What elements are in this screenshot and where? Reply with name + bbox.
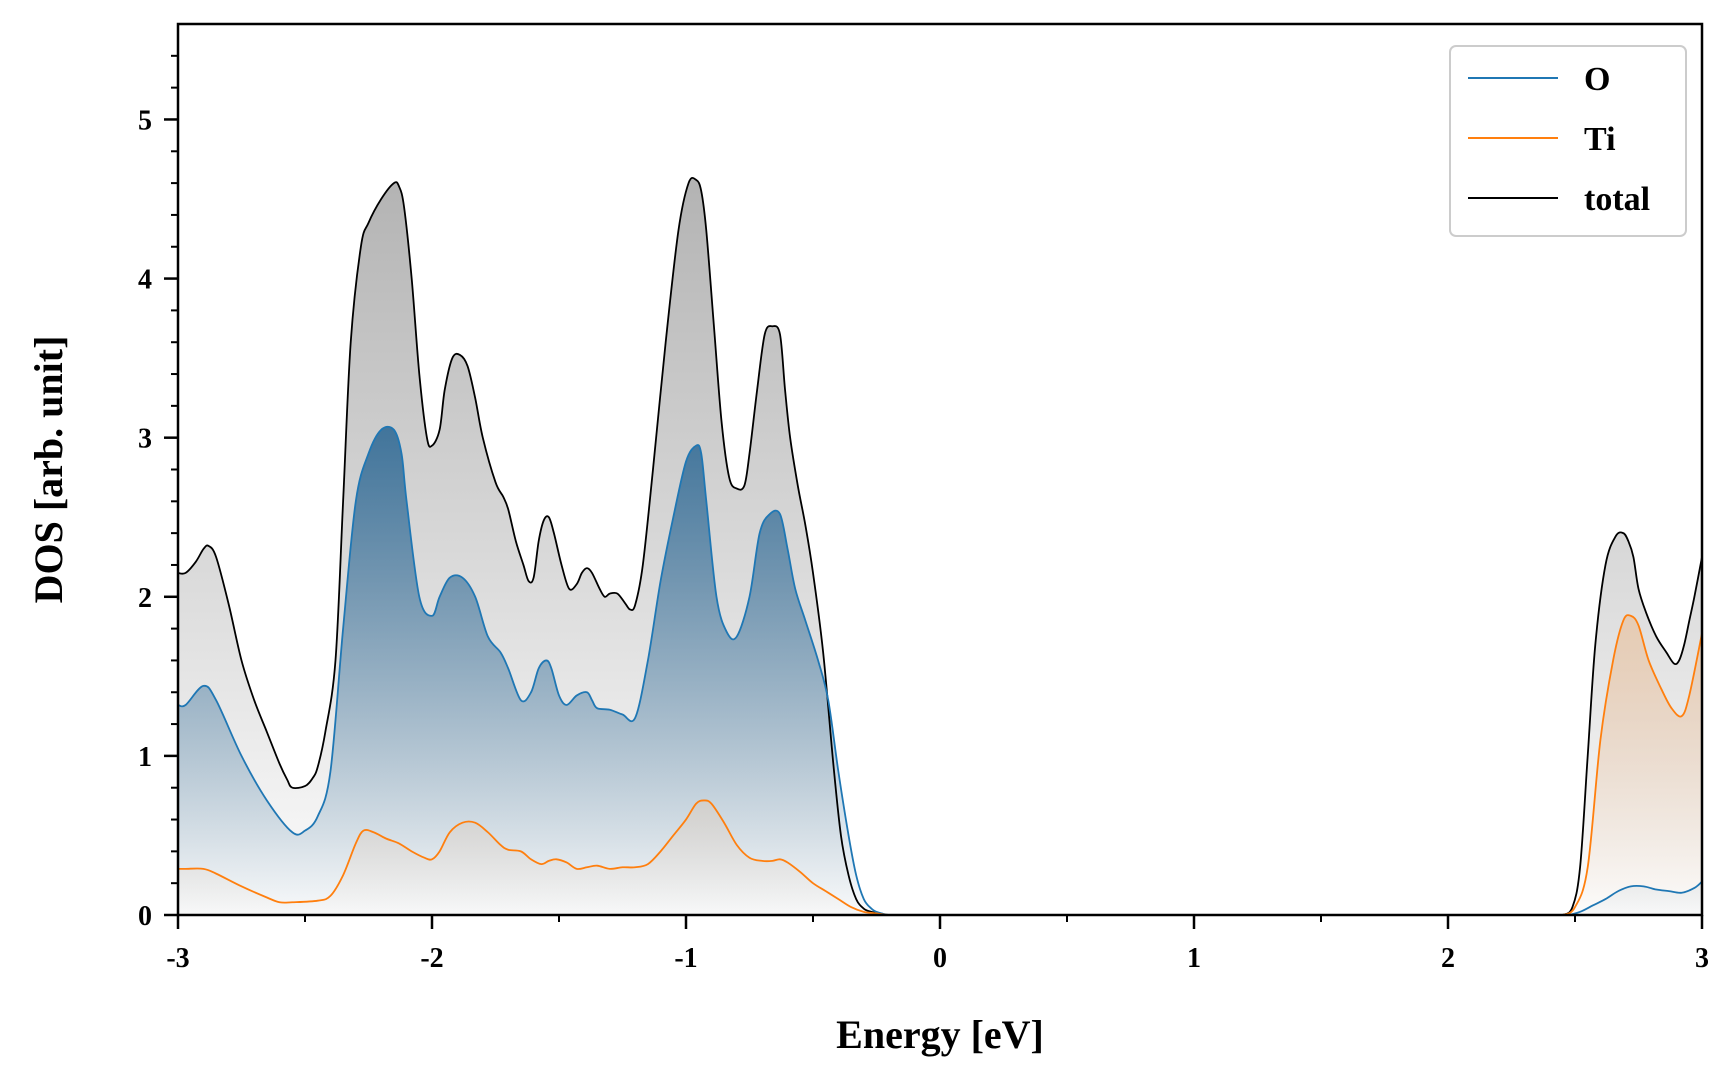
legend-label-o: O (1584, 61, 1610, 98)
y-tick-label: 1 (138, 742, 152, 773)
x-tick-label: -1 (674, 943, 697, 974)
y-tick-label: 2 (138, 583, 152, 614)
axis-tick-labels: -3 -2 -1 0 1 2 3 0 1 2 3 4 5 (138, 105, 1709, 974)
y-tick-label: 4 (138, 265, 152, 296)
legend-label-total: total (1584, 181, 1650, 218)
y-axis-label: DOS [arb. unit] (26, 336, 71, 604)
x-tick-label: -2 (420, 943, 443, 974)
x-axis-label: Energy [eV] (836, 1012, 1044, 1057)
x-tick-label: -3 (166, 943, 189, 974)
legend-label-ti: Ti (1584, 121, 1616, 158)
y-tick-label: 0 (138, 901, 152, 932)
x-tick-label: 0 (933, 943, 947, 974)
series-fills (178, 177, 1702, 916)
y-tick-label: 3 (138, 424, 152, 455)
area-fill-o (178, 426, 1702, 915)
y-tick-label: 5 (138, 105, 152, 136)
x-tick-label: 1 (1187, 943, 1201, 974)
x-tick-label: 2 (1441, 943, 1455, 974)
legend: O Ti total (1449, 45, 1687, 237)
legend-box (1449, 45, 1687, 237)
axis-ticks (164, 54, 1704, 929)
x-tick-label: 3 (1695, 943, 1709, 974)
